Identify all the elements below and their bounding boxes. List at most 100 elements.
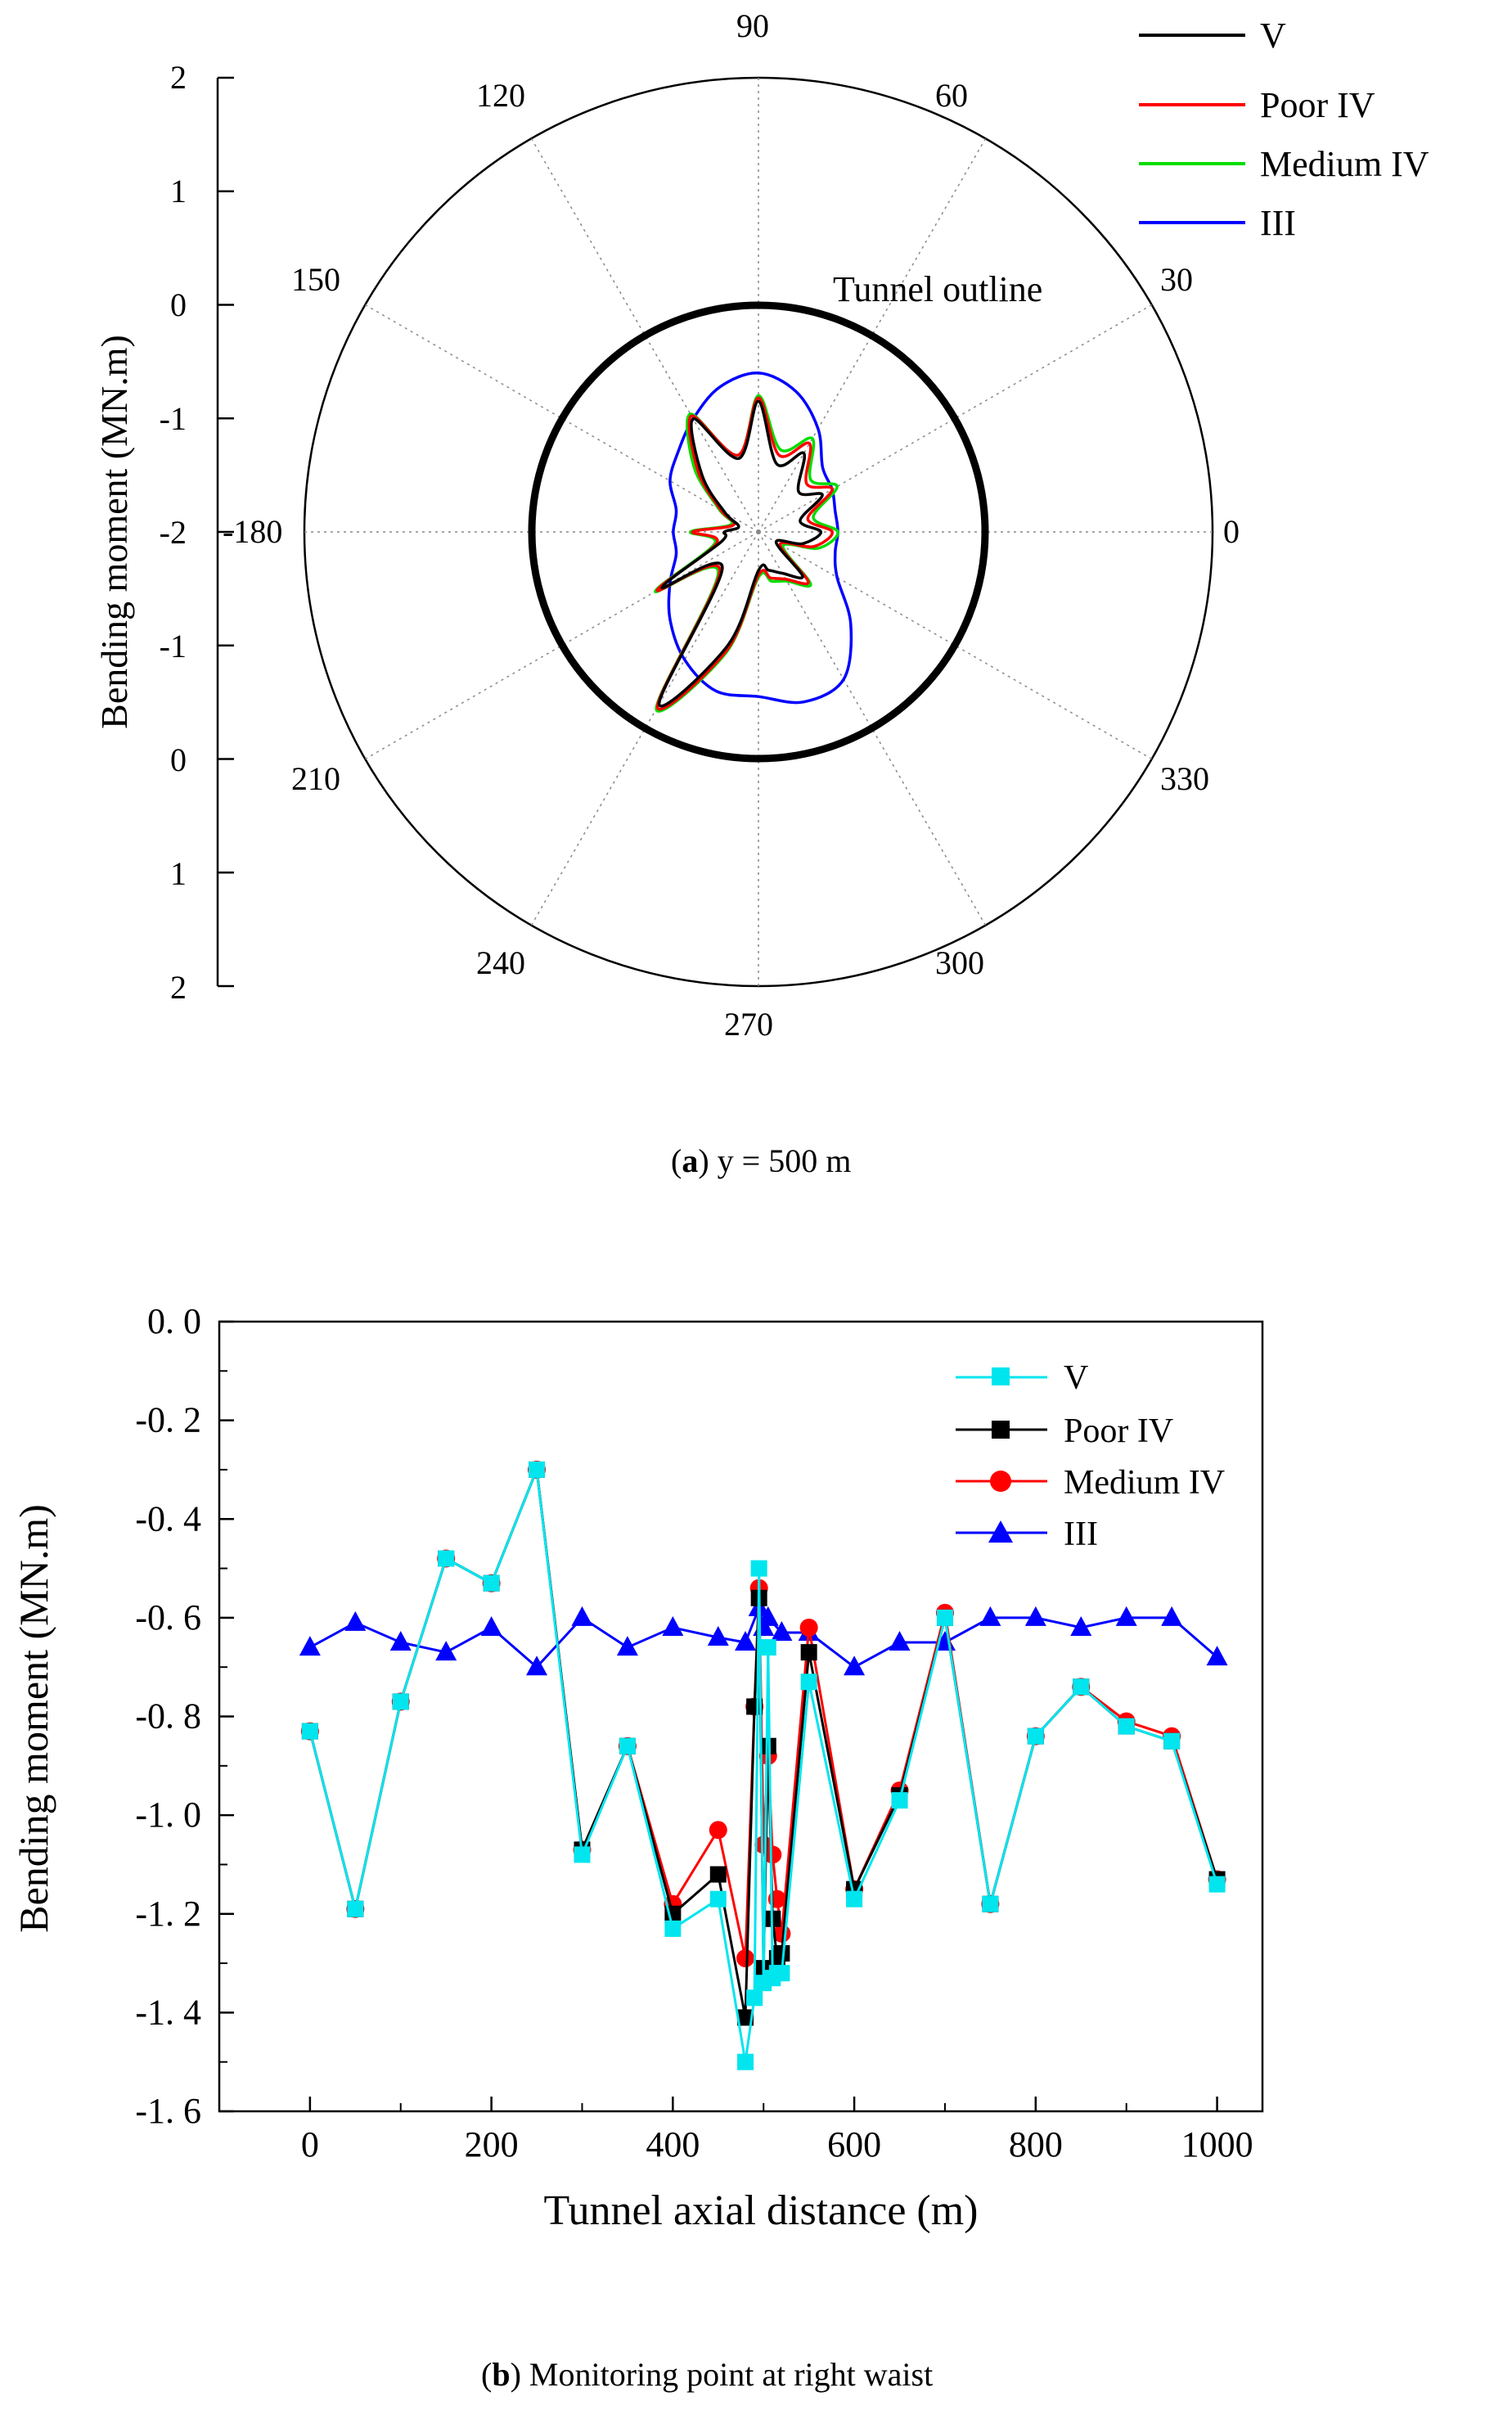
y-tick-label: -1. 4 xyxy=(135,1992,201,2032)
angle-label-150: 150 xyxy=(291,261,340,298)
line-chart: 0. 0 -0. 2 -0. 4 -0. 6 -0. 8 -1. 0 -1. 2 -1. 4 -… xyxy=(11,1301,1262,2393)
data-point-v xyxy=(982,1896,998,1912)
data-point-iii xyxy=(979,1606,1001,1626)
radial-tick-label: 1 xyxy=(170,173,187,209)
y-tick-label: -1. 2 xyxy=(135,1894,201,1934)
legend-marker-poor-iv-b xyxy=(992,1421,1010,1439)
polar-radial-axis: 2 1 0 -1 -2 -1 0 1 2 Bending moment (MN.… xyxy=(93,59,234,1006)
y-tick-label: -0. 8 xyxy=(135,1696,201,1737)
line-legend: V Poor IV Medium IV III xyxy=(956,1359,1225,1553)
data-point-v xyxy=(664,1921,681,1937)
data-point-v xyxy=(937,1610,953,1626)
radial-tick-label: 1 xyxy=(170,855,187,892)
radial-tick-label: 2 xyxy=(170,59,187,96)
caption-b: (b) Monitoring point at right waist xyxy=(481,2356,933,2393)
legend-label-iii: III xyxy=(1260,203,1296,243)
caption-b-label: b xyxy=(492,2356,510,2393)
data-point-v xyxy=(1028,1728,1044,1745)
radial-tick-label: 0 xyxy=(170,286,187,323)
x-tick-label: 0 xyxy=(301,2124,319,2164)
angle-label-30: 30 xyxy=(1160,261,1193,298)
legend-marker-medium-iv-b xyxy=(990,1471,1011,1492)
data-point-v xyxy=(1209,1876,1226,1893)
angle-label-60: 60 xyxy=(935,77,968,114)
y-tick-labels: 0. 0 -0. 2 -0. 4 -0. 6 -0. 8 -1. 0 -1. 2 -1. 4 -… xyxy=(135,1301,201,2131)
data-point-v xyxy=(710,1891,727,1908)
polar-y-axis-label: Bending moment (MN.m) xyxy=(93,335,135,729)
data-point-v xyxy=(347,1901,363,1917)
angle-label-270: 270 xyxy=(724,1006,773,1043)
data-point-iii xyxy=(390,1631,412,1651)
x-axis-label: Tunnel axial distance (m) xyxy=(544,2187,979,2234)
data-point-v xyxy=(438,1551,454,1567)
radial-tick-label: -2 xyxy=(160,514,187,551)
data-point-iii xyxy=(889,1631,911,1651)
data-point-medium-iv xyxy=(709,1821,727,1839)
data-point-v xyxy=(1118,1719,1135,1735)
legend-label-medium-iv-b: Medium IV xyxy=(1064,1464,1225,1502)
x-tick-label: 400 xyxy=(646,2124,700,2164)
caption-a-text: ) y = 500 m xyxy=(698,1142,851,1179)
data-point-iii xyxy=(571,1606,592,1626)
data-point-v xyxy=(1163,1733,1180,1750)
data-point-iii xyxy=(1161,1606,1182,1626)
data-point-iii xyxy=(1025,1606,1046,1626)
x-tick-label: 600 xyxy=(827,2124,881,2164)
data-point-v xyxy=(846,1891,862,1908)
series-iii xyxy=(299,1597,1228,1675)
data-point-poor-iv xyxy=(801,1644,817,1660)
radial-tick-label: -1 xyxy=(160,628,187,664)
polar-series-iii xyxy=(668,373,851,703)
data-point-medium-iv xyxy=(736,1949,754,1967)
caption-a-label: a xyxy=(682,1142,698,1179)
data-point-iii xyxy=(617,1636,638,1655)
x-tick-label: 200 xyxy=(465,2124,519,2164)
data-point-poor-iv xyxy=(773,1945,790,1962)
y-tick-label: -0. 4 xyxy=(135,1498,201,1538)
data-point-iii xyxy=(481,1616,502,1636)
radial-tick-label: -1 xyxy=(160,400,187,437)
polar-series-group xyxy=(655,373,852,711)
data-point-v xyxy=(302,1723,318,1740)
angle-label-330: 330 xyxy=(1160,760,1209,797)
y-tick-label: -1. 0 xyxy=(135,1795,201,1835)
polar-spokes xyxy=(304,78,1213,986)
radial-tick-label: 2 xyxy=(170,969,187,1006)
data-point-v xyxy=(737,2054,754,2070)
radial-tick-label: 0 xyxy=(170,741,187,778)
data-point-v xyxy=(751,1561,767,1577)
angle-label-0: 0 xyxy=(1223,513,1240,550)
y-tick-label: -0. 2 xyxy=(135,1400,201,1440)
data-point-v xyxy=(529,1462,545,1478)
angle-label-300: 300 xyxy=(935,944,984,981)
data-point-v xyxy=(1073,1678,1089,1695)
y-axis-label: Bending moment (MN.m) xyxy=(11,1504,56,1933)
x-tick-label: 1000 xyxy=(1181,2124,1253,2164)
y-tick-label: 0. 0 xyxy=(147,1301,201,1341)
data-point-poor-iv xyxy=(710,1867,727,1883)
tunnel-outline-annotation: Tunnel outline xyxy=(833,269,1042,309)
legend-label-v: V xyxy=(1260,16,1286,56)
data-point-iii xyxy=(344,1611,366,1631)
data-point-iii xyxy=(1116,1606,1137,1626)
legend-label-medium-iv: Medium IV xyxy=(1260,144,1429,184)
y-tick-label: -0. 6 xyxy=(135,1597,201,1637)
data-point-v xyxy=(574,1846,590,1863)
data-point-medium-iv xyxy=(800,1619,818,1637)
data-point-v xyxy=(619,1738,636,1755)
y-tick-label: -1. 6 xyxy=(135,2091,201,2131)
angle-label-240: 240 xyxy=(476,944,525,981)
data-point-iii xyxy=(844,1655,865,1675)
data-point-poor-iv xyxy=(760,1738,776,1755)
legend-marker-v-b xyxy=(992,1367,1010,1385)
legend-label-iii-b: III xyxy=(1064,1516,1098,1553)
data-point-v xyxy=(746,1989,763,2006)
data-point-v xyxy=(393,1693,409,1710)
data-point-v xyxy=(773,1965,790,1981)
polar-chart: 0 30 60 90 120 150 -180 210 240 270 300 … xyxy=(93,7,1429,1179)
data-point-v xyxy=(892,1792,908,1809)
legend-label-poor-iv-b: Poor IV xyxy=(1064,1412,1173,1450)
legend-label-v-b: V xyxy=(1064,1359,1088,1397)
figure-canvas: 0 30 60 90 120 150 -180 210 240 270 300 … xyxy=(0,0,1512,2410)
legend-label-poor-iv: Poor IV xyxy=(1260,85,1375,125)
